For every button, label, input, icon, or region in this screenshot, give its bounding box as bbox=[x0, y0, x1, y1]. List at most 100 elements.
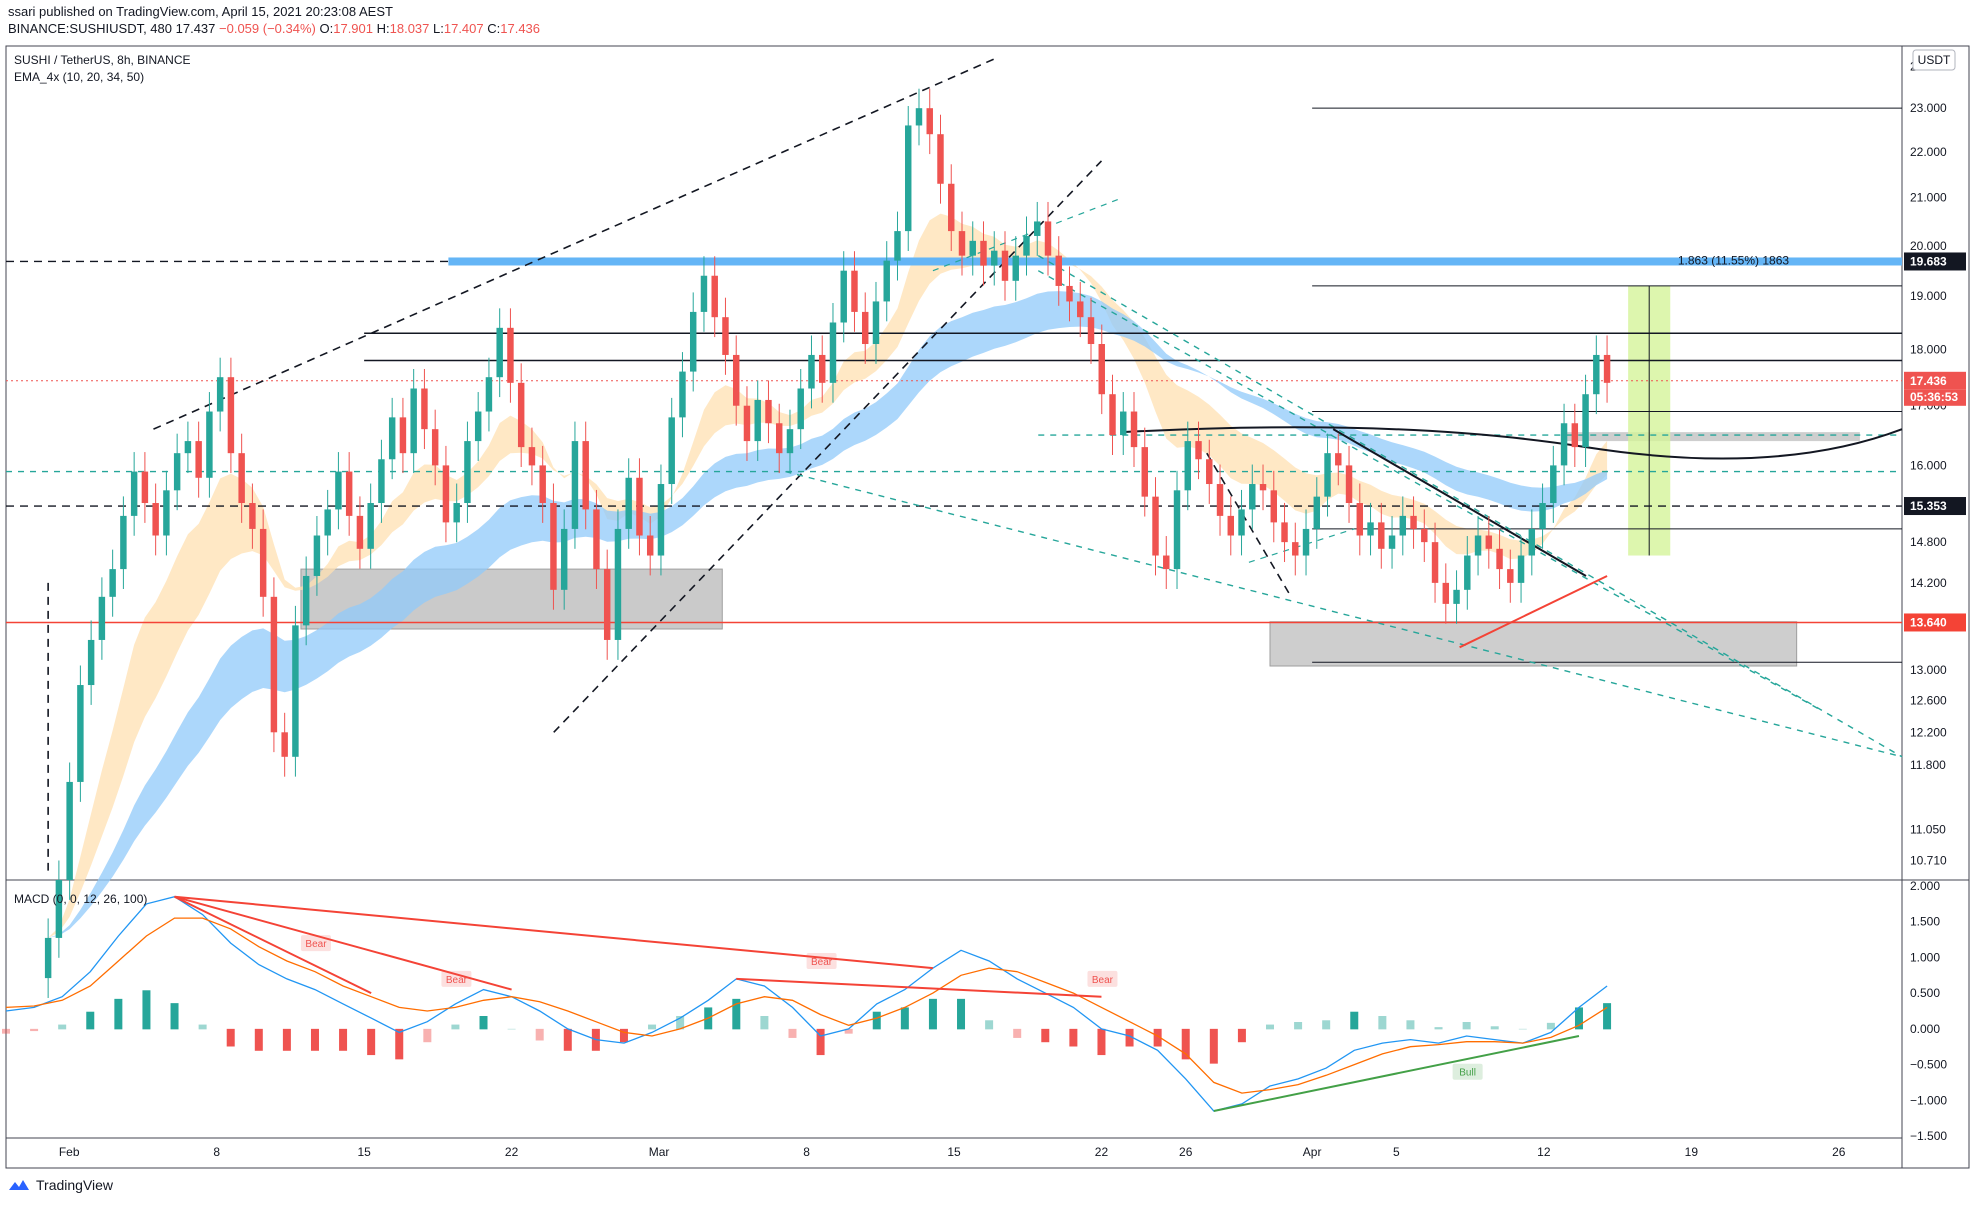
close-value: 17.436 bbox=[500, 21, 541, 36]
macd-histogram-bar bbox=[142, 990, 151, 1030]
price-tick-label: 11.800 bbox=[1910, 758, 1946, 772]
candle bbox=[1130, 392, 1138, 467]
candle-body bbox=[894, 231, 901, 261]
candle-body bbox=[130, 471, 138, 516]
candle-body bbox=[367, 503, 374, 549]
candle-body bbox=[711, 275, 718, 318]
candle bbox=[1496, 529, 1503, 589]
open-value: 17.901 bbox=[333, 21, 373, 36]
candle bbox=[1238, 489, 1245, 556]
candle bbox=[818, 335, 826, 403]
countdown-text: 05:36:53 bbox=[1910, 390, 1958, 404]
macd-histogram-bar bbox=[788, 1028, 797, 1038]
candle-body bbox=[388, 417, 396, 460]
candle-body bbox=[1485, 535, 1493, 549]
candle bbox=[689, 292, 697, 392]
macd-histogram-bar bbox=[1490, 1026, 1499, 1030]
candle bbox=[1485, 516, 1493, 569]
candle-body bbox=[1023, 235, 1030, 256]
candle-body bbox=[1582, 394, 1589, 448]
macd-histogram-bar bbox=[1097, 1028, 1106, 1056]
candle bbox=[1184, 421, 1191, 511]
candle bbox=[1367, 502, 1374, 556]
candle bbox=[1571, 403, 1579, 467]
candle bbox=[324, 489, 331, 556]
candle-body bbox=[378, 459, 385, 504]
candle-body bbox=[1335, 453, 1342, 466]
currency-button-label: USDT bbox=[1918, 53, 1951, 67]
macd-histogram-bar bbox=[676, 1016, 685, 1030]
candle-body bbox=[517, 382, 525, 448]
candle-body bbox=[560, 528, 568, 590]
descending-trendline bbox=[1332, 428, 1587, 577]
candle-body bbox=[1238, 509, 1245, 536]
time-tick-label: 19 bbox=[1685, 1145, 1699, 1159]
teal-upper-diagonal bbox=[932, 197, 1123, 272]
candle-body bbox=[1603, 354, 1611, 383]
time-tick-label: 8 bbox=[213, 1145, 220, 1159]
macd-histogram-bar bbox=[957, 998, 966, 1030]
currency-button[interactable] bbox=[1912, 49, 1956, 71]
candle bbox=[646, 516, 654, 576]
candle bbox=[1249, 464, 1256, 530]
candle-body bbox=[421, 388, 428, 430]
candle bbox=[1281, 502, 1288, 563]
candle bbox=[367, 483, 374, 569]
legend-indicator: EMA_4x (10, 20, 34, 50) bbox=[14, 70, 144, 84]
candle-body bbox=[915, 108, 923, 126]
candle-body bbox=[442, 465, 450, 523]
candle-body bbox=[1453, 589, 1460, 604]
candle-body bbox=[55, 880, 63, 938]
candle bbox=[259, 509, 267, 617]
candle-body bbox=[786, 429, 794, 454]
candle-body bbox=[603, 569, 611, 640]
bull-tag-label: Bull bbox=[1459, 1068, 1476, 1079]
candle bbox=[754, 380, 761, 461]
candle-body bbox=[851, 270, 858, 312]
high-value: 18.037 bbox=[389, 21, 430, 36]
candle bbox=[1324, 433, 1331, 517]
candle-body bbox=[689, 311, 697, 372]
candle bbox=[55, 860, 63, 958]
bear-tag-label: Bear bbox=[1092, 975, 1114, 986]
candle-body bbox=[582, 441, 589, 510]
macd-histogram-bar bbox=[507, 1028, 516, 1030]
ema-fast-ribbon bbox=[48, 213, 1608, 938]
candle bbox=[1335, 433, 1342, 486]
price-chart[interactable]: 1.863 (11.55%) 1863 Bear Bear Bear Bear Bull… bbox=[0, 0, 1977, 1180]
candle-body bbox=[1528, 528, 1536, 556]
candle-body bbox=[152, 503, 159, 536]
footer: TradingView bbox=[8, 1177, 113, 1193]
divergence-tag bbox=[441, 970, 472, 987]
price-label-tag bbox=[1904, 252, 1966, 271]
macd-histogram-bar bbox=[170, 1003, 179, 1030]
candle-body bbox=[614, 528, 622, 640]
macd-histogram-bar bbox=[395, 1028, 404, 1060]
footer-brand[interactable]: TradingView bbox=[36, 1177, 114, 1193]
price-tick-label: 10.710 bbox=[1910, 854, 1947, 868]
candle bbox=[603, 549, 611, 660]
candle-body bbox=[335, 471, 342, 510]
candle bbox=[571, 421, 579, 549]
candle bbox=[872, 281, 880, 364]
price-tick-label: 21.000 bbox=[1910, 191, 1947, 205]
candle bbox=[668, 397, 675, 504]
candle bbox=[109, 549, 116, 617]
candle bbox=[216, 357, 224, 432]
macd-histogram-bar bbox=[1125, 1028, 1134, 1047]
candle-body bbox=[1313, 496, 1321, 529]
candle bbox=[1141, 427, 1148, 517]
candle-body bbox=[1120, 411, 1127, 436]
candle bbox=[1399, 496, 1407, 556]
candle-body bbox=[1087, 317, 1095, 345]
time-tick-label: Apr bbox=[1303, 1145, 1322, 1159]
time-tick-label: 26 bbox=[1832, 1145, 1846, 1159]
candle-body bbox=[1270, 490, 1278, 523]
tradingview-logo-icon bbox=[9, 1180, 29, 1190]
candle-body bbox=[302, 575, 310, 626]
candle-body bbox=[926, 108, 933, 135]
macd-histogram-bar bbox=[1574, 1007, 1583, 1030]
candle bbox=[66, 762, 73, 900]
candle bbox=[862, 292, 869, 364]
macd-tick-label: 1.000 bbox=[1910, 950, 1940, 964]
